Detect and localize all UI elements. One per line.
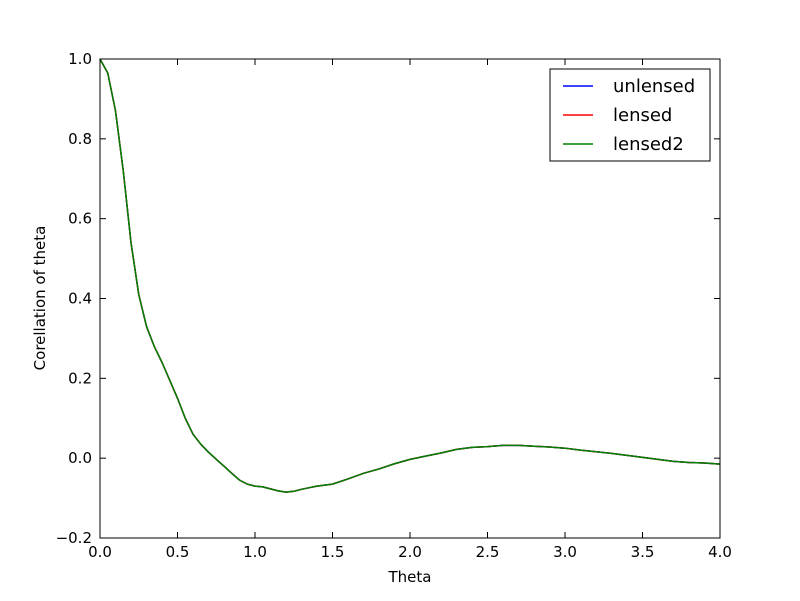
y-tick-label: 1.0 (68, 50, 92, 68)
x-tick-label: 1.0 (243, 543, 267, 561)
legend-label-unlensed: unlensed (613, 76, 695, 97)
legend-entries: unlensed lensed lensed2 (563, 76, 695, 155)
y-tick-label: 0.0 (68, 449, 92, 467)
y-tick-label: 0.4 (68, 290, 92, 308)
x-tick-label: 0.0 (88, 543, 112, 561)
x-tick-label: 2.0 (398, 543, 422, 561)
legend-label-lensed2: lensed2 (613, 134, 684, 155)
x-tick-label: 0.5 (166, 543, 190, 561)
y-axis-label: Corellation of theta (31, 226, 49, 371)
series-line-lensed2 (99, 58, 721, 493)
x-tick-label: 3.0 (553, 543, 577, 561)
x-axis-label: Theta (388, 568, 432, 586)
y-tick-label: 0.2 (68, 369, 92, 387)
ticks-layer: 0.0 0.5 1.0 1.5 2.0 2.5 3.0 3.5 4.0−0.20.00.20.4… (56, 50, 732, 561)
legend: unlensed lensed lensed2 (549, 68, 711, 162)
x-tick-label: 2.5 (476, 543, 500, 561)
y-tick-label: 0.8 (68, 130, 92, 148)
x-tick-label: 3.5 (631, 543, 655, 561)
y-tick-label: −0.2 (56, 529, 92, 547)
legend-label-lensed: lensed (613, 105, 672, 126)
x-tick-label: 4.0 (708, 543, 732, 561)
series-layer (99, 58, 721, 493)
y-tick-label: 0.6 (68, 210, 92, 228)
x-tick-label: 1.5 (321, 543, 345, 561)
